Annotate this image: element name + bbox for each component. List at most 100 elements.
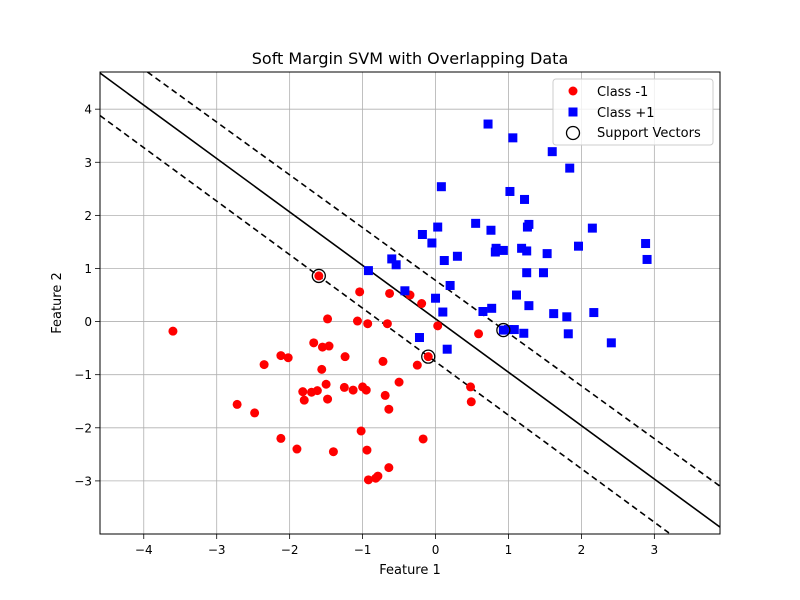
class-pos-point (505, 186, 515, 196)
class-neg-point (250, 408, 260, 418)
class-neg-point (340, 352, 350, 362)
class-neg-point (363, 319, 373, 329)
class-pos-point (520, 194, 530, 204)
class-pos-point (483, 119, 493, 129)
class-neg-point (232, 399, 242, 409)
class-neg-point (317, 364, 327, 374)
class-neg-point (323, 394, 333, 404)
class-neg-point (466, 397, 476, 407)
class-pos-point (542, 249, 552, 259)
y-tick-label: −2 (74, 421, 92, 435)
legend: Class -1 Class +1 Support Vectors (552, 78, 714, 146)
class-pos-point (522, 222, 532, 232)
support-vector-marker (421, 349, 436, 364)
class-neg-point (283, 353, 293, 363)
class-pos-point (587, 223, 597, 233)
class-pos-point (427, 238, 437, 248)
class-pos-point (498, 325, 508, 335)
class-neg-point (380, 390, 390, 400)
class-pos-point (439, 256, 449, 266)
class-neg-point (352, 316, 362, 326)
class-neg-point (309, 338, 319, 348)
class-pos-point (509, 325, 519, 335)
class-pos-point (442, 344, 452, 354)
class-pos-point (436, 182, 446, 192)
x-axis-ticks: −4 −3 −2 −1 0 1 2 3 (135, 534, 658, 557)
class-neg-point (362, 445, 372, 455)
class-pos-point (511, 290, 521, 300)
class-pos-point (508, 133, 518, 143)
y-tick-label: 2 (84, 209, 92, 223)
y-axis-label: Feature 2 (50, 272, 65, 334)
y-tick-label: −3 (74, 474, 92, 488)
class-pos-point (471, 218, 481, 228)
x-tick-label: 1 (505, 543, 513, 557)
class-neg-point (312, 386, 322, 396)
class-neg-point (314, 271, 324, 281)
class-neg-point (433, 321, 443, 331)
class-neg-point (328, 447, 338, 457)
class-neg-point (418, 434, 428, 444)
class-neg-point (466, 382, 476, 392)
class-pos-point (400, 286, 410, 296)
y-tick-label: 1 (84, 262, 92, 276)
class-neg-point (384, 463, 394, 473)
class-neg-point (292, 444, 302, 454)
x-tick-label: −3 (208, 543, 226, 557)
class-pos-point (433, 222, 443, 232)
class-pos-point (641, 239, 651, 249)
class-neg-point (474, 329, 484, 339)
chart-title: Soft Margin SVM with Overlapping Data (252, 49, 569, 68)
class-pos-point (391, 260, 401, 270)
x-tick-label: −4 (135, 543, 153, 557)
class-pos-point (642, 254, 652, 264)
class-pos-point (431, 293, 441, 303)
class-pos-point (517, 243, 527, 253)
class-neg-point (323, 314, 333, 324)
legend-marker-class-neg (568, 86, 578, 96)
y-tick-label: 4 (84, 103, 92, 117)
y-tick-label: 0 (84, 315, 92, 329)
class-neg-point (417, 299, 427, 309)
class-neg-point (321, 379, 331, 389)
class-neg-point (168, 326, 178, 336)
class-neg-point (356, 426, 366, 436)
legend-marker-support-vectors (565, 125, 581, 141)
class-neg-point (299, 395, 309, 405)
class-pos-point (538, 268, 548, 278)
class-pos-point (519, 328, 529, 338)
x-tick-label: −1 (354, 543, 372, 557)
class-pos-point (387, 254, 397, 264)
class-pos-point (522, 246, 532, 256)
class-neg-point (324, 341, 334, 351)
legend-label-support-vectors: Support Vectors (597, 126, 701, 141)
class-neg-point (361, 385, 371, 395)
legend-box (552, 78, 714, 146)
class-pos-point (363, 266, 373, 276)
class-neg-point (298, 387, 308, 397)
x-tick-label: 3 (651, 543, 659, 557)
class-pos-point (562, 312, 572, 322)
class-neg-point (384, 404, 394, 414)
class-neg-point (355, 287, 365, 297)
class-pos-point (524, 301, 534, 311)
class-neg-point (412, 360, 422, 370)
legend-label-class-neg: Class -1 (597, 85, 648, 100)
class-neg-point (363, 475, 373, 485)
y-axis-ticks: −3 −2 −1 0 1 2 3 4 (74, 103, 100, 488)
x-axis-label: Feature 1 (379, 563, 441, 578)
class-neg-point (378, 356, 388, 366)
legend-label-class-pos: Class +1 (597, 106, 655, 121)
class-neg-point (276, 433, 286, 443)
class-neg-point (373, 471, 383, 481)
class-pos-point (565, 163, 575, 173)
support-vector-marker (496, 322, 511, 338)
class-pos-point (487, 303, 497, 313)
class-pos-point (486, 225, 496, 235)
plot-frame (99, 71, 721, 535)
class-pos-point (414, 333, 424, 343)
y-tick-label: 3 (84, 156, 92, 170)
class-neg-point (348, 385, 358, 395)
x-tick-label: 2 (578, 543, 586, 557)
